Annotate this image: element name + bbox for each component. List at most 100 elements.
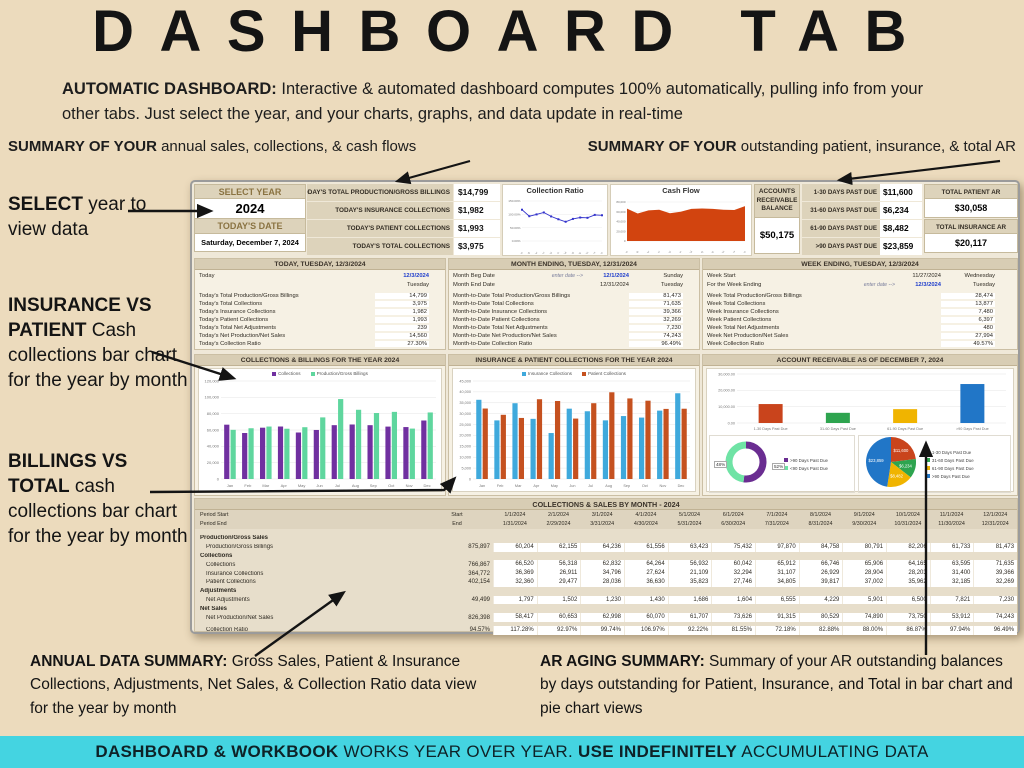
- ar-aging-summary-note: AR AGING SUMMARY: Summary of your AR out…: [540, 650, 1020, 720]
- banner-text-2: ACCUMULATING DATA: [737, 742, 929, 761]
- period-date-cell: 4/1/2024: [635, 511, 657, 518]
- svg-text:Nov: Nov: [659, 484, 666, 488]
- annual-data-summary-text: Gross Sales, Patient & Insurance Collect…: [30, 653, 477, 717]
- enter-date-hint: enter date -->: [863, 281, 895, 288]
- today-day-cell: Tuesday: [406, 281, 429, 288]
- svg-text:Dec: Dec: [423, 483, 430, 488]
- table-value-cell: 35,962: [886, 577, 930, 587]
- table-value-cell: 4,229: [798, 595, 843, 605]
- panel-row: Month-to-Date Total Net Adjustments 7,230: [453, 324, 683, 332]
- table-row: Insurance Collections 364,772 36,369 26,911…: [195, 569, 1018, 578]
- panel-row-label: Week Insurance Collections: [707, 309, 779, 315]
- legend-item: 61-90 Days Past Due: [925, 466, 974, 471]
- panel-week-rows: Week Total Production/Gross Billings 28,4…: [707, 292, 995, 348]
- table-row-label: Adjustments: [200, 588, 237, 595]
- table-value-cell: 28,904: [842, 569, 887, 578]
- select-year-panel: SELECT YEAR 2024 TODAY'S DATE Saturday, …: [194, 184, 306, 256]
- svg-text:Oct: Oct: [720, 250, 726, 253]
- svg-text:Apr: Apr: [533, 484, 540, 488]
- panel-row-label: Today's Total Production/Gross Billings: [199, 293, 299, 299]
- table-row: Collections: [195, 552, 1017, 561]
- panel-row-value: 39,366: [629, 309, 683, 315]
- svg-text:Mar: Mar: [515, 484, 522, 488]
- select-year-note: SELECT year to view data: [8, 192, 168, 242]
- table-row-label: Production/Gross Sales: [200, 535, 269, 542]
- table-value-cell: 92.22%: [667, 625, 712, 635]
- panel-row: Month End Date 12/31/2024 Tuesday: [453, 281, 683, 290]
- table-value-cell: 60,204: [493, 542, 537, 552]
- svg-text:80,000: 80,000: [207, 411, 220, 416]
- week-end-day: Tuesday: [972, 281, 995, 288]
- table-value-cell: 60,653: [536, 613, 581, 622]
- banner-bold-1: DASHBOARD & WORKBOOK: [95, 742, 339, 761]
- auto-dashboard-note-bold: AUTOMATIC DASHBOARD:: [62, 80, 277, 98]
- table-value-cell: 26,911: [536, 569, 581, 578]
- table-value-cell: 28,036: [580, 577, 625, 587]
- ar-total-value: $30,058: [924, 199, 1018, 218]
- year-select-cell[interactable]: 2024: [194, 199, 306, 219]
- table-row: Production/Gross Billings 875,897 60,204 62…: [195, 542, 1018, 552]
- collections-plot: 0 20,000 40,000 60,000 80,000 100,000 120,000 J…: [199, 378, 441, 490]
- svg-text:60,000: 60,000: [616, 210, 626, 214]
- legend-item: 1-30 Days Past Due: [925, 450, 974, 455]
- banner-text-1: WORKS YEAR OVER YEAR.: [338, 742, 579, 761]
- donut-legend: >90 Days Past Due <90 Days Past Due: [784, 458, 828, 471]
- table-value-cell: 34,796: [580, 569, 625, 578]
- week-end-date-cell[interactable]: 12/3/2024: [915, 281, 941, 288]
- panel-row-label: Week Total Net Adjustments: [707, 325, 780, 331]
- panel-row: Today's Insurance Collections 1,982: [199, 308, 429, 316]
- svg-text:Mar: Mar: [533, 251, 539, 254]
- table-value-cell: 64,264: [624, 560, 668, 570]
- summary-right-bold: SUMMARY OF YOUR: [587, 138, 737, 155]
- svg-text:10,000: 10,000: [459, 456, 471, 460]
- legend-item: Production/Gross Billings: [310, 371, 368, 376]
- table-value-cell: 73,750: [886, 613, 930, 622]
- svg-text:Jan: Jan: [479, 484, 485, 488]
- table-value-cell: 1,686: [667, 595, 712, 605]
- legend-item: 31-60 Days Past Due: [925, 458, 974, 463]
- summary-left-note: SUMMARY OF YOUR annual sales, collection…: [8, 138, 416, 155]
- today-date-cell[interactable]: 12/3/2024: [403, 273, 429, 280]
- panel-row-label: Week Net Production/Net Sales: [707, 333, 789, 339]
- month-beg-date-cell[interactable]: 12/1/2024: [603, 273, 629, 280]
- table-value-cell: 1,502: [536, 595, 581, 605]
- insurance-legend: Insurance Collections Patient Collections: [453, 369, 695, 378]
- pie-legend: 1-30 Days Past Due 31-60 Days Past Due 61-…: [925, 450, 974, 479]
- svg-text:0.00%: 0.00%: [512, 239, 521, 243]
- ar-balance-value: $50,175: [754, 218, 800, 254]
- ar-aging-summary-text: Summary of your AR outstanding balances …: [540, 653, 1013, 717]
- todays-date-header: TODAY'S DATE: [194, 219, 306, 234]
- svg-text:40,000: 40,000: [207, 444, 220, 449]
- panel-week-title: WEEK ENDING, TUESDAY, 12/3/2024: [703, 259, 1017, 270]
- panel-row: Today's Total Net Adjustments 239: [199, 324, 429, 332]
- stat-label: TODAY'S PATIENT COLLECTIONS: [307, 220, 453, 237]
- table-value-cell: 1,430: [624, 595, 668, 605]
- week-start-label: Week Start: [707, 273, 736, 280]
- panel-row: Today 12/3/2024: [199, 272, 429, 281]
- collection-ratio-plot: 0.00% 50.00% 100.00% 150.00% JanFebMarAprMay…: [503, 196, 607, 259]
- panel-row-value: 3,975: [375, 301, 429, 307]
- table-value-cell: 72.18%: [755, 625, 799, 635]
- table-value-cell: 28,203: [886, 569, 930, 578]
- select-year-note-bold: SELECT: [8, 194, 83, 215]
- period-date-cell: 3/31/2024: [590, 521, 615, 528]
- period-date-cell: 1/31/2024: [502, 521, 527, 528]
- period-date-cell: 6/1/2024: [722, 511, 744, 518]
- legend-swatch-icon: [310, 371, 315, 376]
- table-value-cell: 36,369: [493, 569, 537, 578]
- ar-total-header: TOTAL PATIENT AR: [924, 184, 1018, 199]
- panel-month-rows: Month-to-Date Total Production/Gross Bil…: [453, 292, 683, 348]
- svg-text:Sep: Sep: [576, 251, 582, 254]
- panel-row: Today's Patient Collections 1,993: [199, 316, 429, 324]
- panel-row-label: Week Collection Ratio: [707, 341, 764, 347]
- panel-row: Month-to-Date Total Collections 71,635: [453, 300, 683, 308]
- insurance-vs-patient-note: INSURANCE VS PATIENT Cash collections ba…: [8, 293, 188, 393]
- legend-item: Collections: [272, 371, 301, 376]
- table-value-cell: 60,070: [624, 613, 668, 622]
- stat-value: $14,799: [454, 184, 500, 201]
- svg-text:Aug: Aug: [352, 483, 359, 488]
- cash-flow-title: Cash Flow: [662, 186, 700, 195]
- summary-right-note: SUMMARY OF YOUR outstanding patient, ins…: [588, 138, 1016, 155]
- todays-date-cell: Saturday, December 7, 2024: [194, 234, 306, 252]
- legend-swatch-icon: [925, 466, 930, 470]
